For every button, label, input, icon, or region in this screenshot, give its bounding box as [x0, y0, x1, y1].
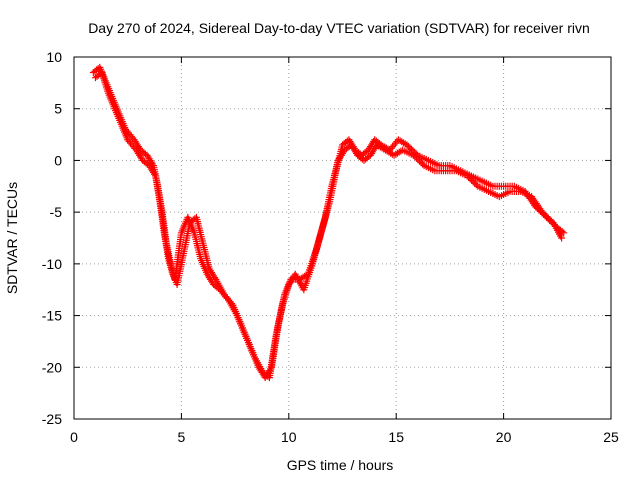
data-point	[411, 153, 419, 161]
x-tick-label: 20	[496, 429, 512, 445]
data-point	[546, 216, 554, 224]
series-1	[89, 63, 568, 382]
data-point	[465, 173, 473, 181]
data-marks	[89, 63, 568, 382]
x-axis-label: GPS time / hours	[287, 457, 394, 473]
data-point	[414, 156, 422, 164]
plot-frame	[73, 56, 612, 420]
data-point	[469, 178, 477, 186]
data-point	[412, 154, 420, 162]
y-tick-label: 5	[54, 101, 62, 117]
x-tick-label: 0	[70, 429, 78, 445]
x-tick-label: 25	[603, 429, 619, 445]
data-point	[404, 142, 412, 150]
data-point	[403, 141, 411, 149]
data-point	[560, 229, 568, 237]
y-tick-label: -20	[42, 359, 62, 375]
data-point	[416, 157, 424, 165]
data-point	[151, 170, 159, 178]
data-point	[538, 208, 546, 216]
x-tick-label: 5	[178, 429, 186, 445]
series-2	[91, 69, 566, 382]
y-tick-label: -25	[42, 411, 62, 427]
y-tick-label: -10	[42, 256, 62, 272]
y-tick-label: 10	[46, 49, 62, 65]
data-point	[472, 181, 480, 189]
y-axis-label: SDTVAR / TECUs	[4, 182, 20, 294]
data-point	[541, 211, 549, 219]
x-tick-label: 10	[281, 429, 297, 445]
grid-lines	[74, 57, 611, 419]
data-point	[228, 300, 236, 308]
data-point	[211, 274, 219, 282]
data-point	[466, 175, 474, 183]
chart-title: Day 270 of 2024, Sidereal Day-to-day VTE…	[88, 20, 590, 36]
data-point	[406, 144, 414, 152]
data-point	[471, 179, 479, 187]
y-tick-label: -15	[42, 308, 62, 324]
data-point	[463, 172, 471, 180]
y-tick-label: -5	[50, 204, 63, 220]
data-point	[540, 210, 548, 218]
data-point	[409, 151, 417, 159]
data-point	[544, 214, 552, 222]
data-point	[419, 160, 427, 168]
y-tick-label: 0	[54, 152, 62, 168]
x-tick-label: 15	[388, 429, 404, 445]
axis-ticks: 0 5 10 15 20 25 -25 -20 -15 -10 -5 0 5 10	[42, 49, 619, 445]
data-point	[468, 176, 476, 184]
data-point	[543, 213, 551, 221]
data-point	[267, 365, 275, 373]
data-point	[558, 234, 566, 242]
data-point	[417, 159, 425, 167]
